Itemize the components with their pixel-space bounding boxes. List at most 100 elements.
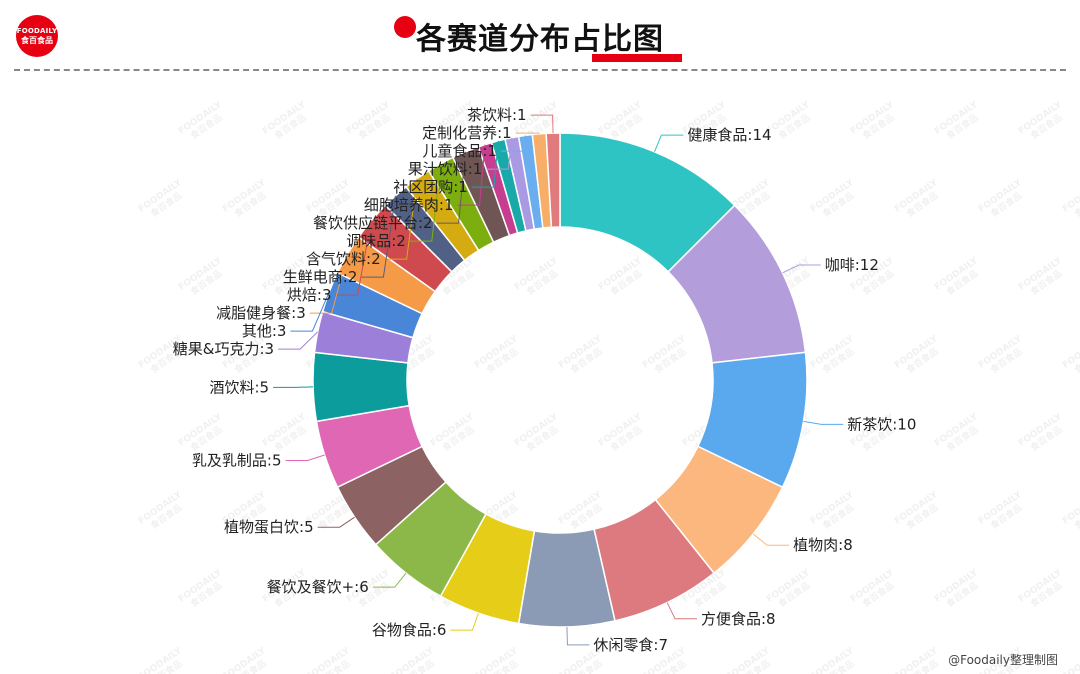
slice-label-plant-meat: 植物肉:8 [793, 536, 853, 554]
leader-line-plant-meat [752, 533, 790, 546]
slice-tea-drink [545, 132, 561, 229]
leader-line-candy-chocolate [278, 331, 319, 350]
leader-line-plant-protein-drink [317, 516, 355, 528]
leader-line-cereal [450, 612, 479, 631]
leader-line-coffee [782, 264, 821, 274]
leader-line-dairy [285, 454, 325, 461]
slice-label-custom-nutrition: 定制化营养:1 [422, 124, 512, 142]
slice-label-dairy: 乳及乳制品:5 [192, 451, 282, 469]
leader-line-seasoning [409, 163, 442, 242]
slice-label-new-tea: 新茶饮:10 [847, 415, 916, 433]
leader-line-cell-meat [457, 144, 486, 206]
slice-label-fresh-ecommerce: 生鲜电商:2 [283, 268, 358, 286]
slice-label-juice: 果汁饮料:1 [408, 160, 483, 178]
logo-text-bottom: 食百食品 [21, 35, 53, 45]
slice-label-bakery: 烘焙:3 [287, 286, 332, 304]
slice-label-tea-drink: 茶饮料:1 [467, 106, 527, 124]
slice-label-other: 其他:3 [242, 322, 287, 340]
source-credit: @Foodaily整理制图 [948, 653, 1058, 667]
slice-label-catering-supply: 餐饮供应链平台:2 [313, 214, 433, 232]
slice-label-candy-chocolate: 糖果&巧克力:3 [173, 340, 274, 358]
leader-line-fitness-meal [309, 254, 348, 314]
leader-line-alcohol [273, 386, 314, 388]
leader-line-kids-food [500, 135, 526, 152]
title-dot-decoration [394, 16, 416, 38]
page-title: 各赛道分布占比图 [416, 22, 664, 57]
svg-text:FOODAILY: FOODAILY [1061, 646, 1080, 674]
slice-label-snacks: 休闲零食:7 [593, 636, 668, 654]
label-layer: 健康食品:14 咖啡:12 新茶饮:10 植物肉:8 方便食品:8 休闲零食:7 茶饮料:1… [173, 106, 917, 654]
leader-line-tea-drink [530, 114, 554, 134]
slice-label-coffee: 咖啡:12 [825, 256, 879, 274]
leader-line-custom-nutrition [515, 132, 540, 135]
leader-line-bakery [335, 220, 372, 296]
leader-layer [273, 114, 844, 646]
leader-line-other [290, 291, 330, 332]
leader-line-fresh-ecommerce [361, 195, 396, 278]
slice-layer [312, 132, 808, 628]
logo-text-top: FOODAILY [16, 26, 58, 35]
slice-label-seasoning: 调味品:2 [346, 232, 406, 250]
slice-label-catering: 餐饮及餐饮+:6 [267, 578, 369, 596]
leader-line-catering [372, 572, 407, 588]
leader-line-catering-supply [436, 151, 466, 224]
slice-label-cereal: 谷物食品:6 [372, 621, 447, 639]
leader-line-snacks [566, 626, 590, 646]
slice-label-community-group: 社区团购:1 [393, 178, 468, 196]
foodaily-logo: FOODAILY 食百食品 [16, 15, 58, 57]
slice-label-instant-food: 方便食品:8 [701, 610, 776, 628]
leader-line-community-group [471, 140, 499, 188]
slice-label-sparkling-drink: 含气饮料:2 [306, 250, 381, 268]
title-underline-decoration [592, 54, 682, 62]
leader-line-juice [486, 137, 513, 170]
leader-line-health-food [654, 134, 684, 152]
slice-label-fitness-meal: 减脂健身餐:3 [216, 304, 306, 322]
leader-line-instant-food [666, 602, 697, 620]
slice-label-alcohol: 酒饮料:5 [209, 378, 269, 396]
slice-label-kids-food: 儿童食品:1 [422, 142, 497, 160]
slice-label-health-food: 健康食品:14 [687, 126, 771, 144]
